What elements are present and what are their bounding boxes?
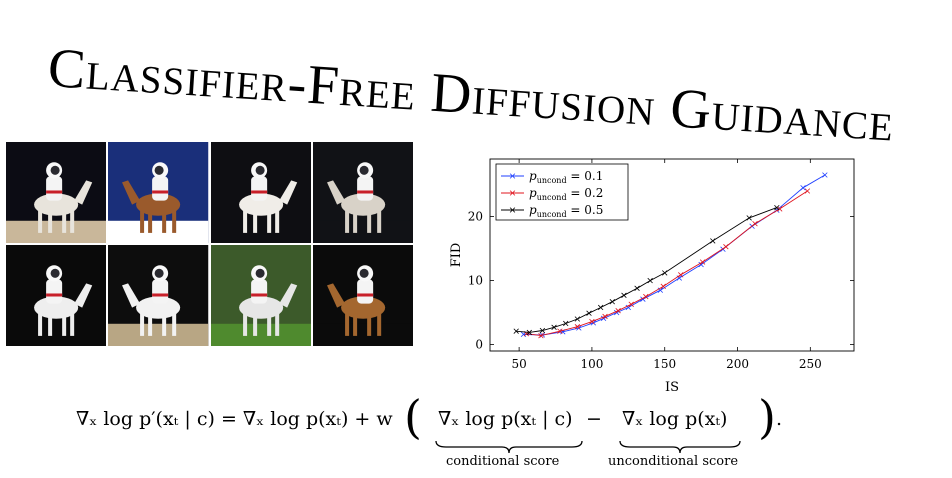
- y-tick-label: 0: [475, 338, 483, 352]
- equation-period: .: [776, 408, 783, 430]
- unconditional-score-label: unconditional score: [608, 454, 739, 469]
- data-point: [513, 328, 519, 334]
- data-point: [597, 304, 604, 311]
- data-point: [699, 259, 706, 265]
- x-tick-label: 200: [726, 357, 749, 371]
- legend-marker: [509, 173, 516, 179]
- data-point: [777, 206, 783, 212]
- equation-minus: −: [586, 408, 602, 430]
- astronaut-horse-7: [210, 245, 311, 346]
- legend-box: [495, 163, 629, 221]
- astronaut-horse-5: [6, 245, 107, 346]
- data-point: [678, 272, 684, 278]
- data-point: [628, 301, 634, 307]
- data-point: [602, 313, 608, 320]
- data-point: [660, 283, 666, 290]
- sample-image-grid: [6, 142, 413, 346]
- data-point: [615, 307, 621, 314]
- data-point: [746, 215, 752, 221]
- data-point: [574, 316, 581, 322]
- data-point: [752, 220, 758, 227]
- data-point: [586, 310, 592, 316]
- conditional-brace-icon: [435, 440, 583, 454]
- astronaut-horse-4: [312, 142, 413, 243]
- data-point: [634, 285, 640, 291]
- data-point: [723, 243, 729, 250]
- equation-unconditional-term: ∇ₓ log p(xₜ): [622, 408, 728, 430]
- guidance-equation: ∇ₓ log p′(xₜ | c) = ∇ₓ log p(xₜ) + w ( ∇…: [76, 394, 936, 470]
- right-paren: ): [758, 390, 776, 444]
- data-point: [526, 329, 532, 336]
- data-point: [710, 238, 716, 244]
- y-axis-label: FID: [449, 243, 464, 268]
- x-tick-label: 150: [653, 357, 676, 371]
- data-point: [804, 188, 811, 194]
- y-tick-label: 10: [468, 274, 483, 288]
- legend-label-1: puncond = 0.2: [529, 186, 603, 202]
- data-point: [662, 270, 668, 276]
- x-tick-label: 50: [511, 357, 526, 371]
- data-point: [538, 332, 544, 339]
- data-point: [647, 277, 653, 284]
- plot-frame: [489, 158, 855, 352]
- astronaut-horse-2: [108, 142, 209, 243]
- data-point: [621, 292, 627, 299]
- data-point: [589, 318, 595, 325]
- astronaut-horse-8: [312, 245, 413, 346]
- astronaut-horse-3: [210, 142, 311, 243]
- data-point: [643, 293, 649, 300]
- data-point: [698, 261, 704, 268]
- data-point: [800, 185, 806, 191]
- y-tick-label: 20: [468, 210, 483, 224]
- x-axis-label: IS: [665, 380, 679, 395]
- equation-lhs: ∇ₓ log p′(xₜ | c) = ∇ₓ log p(xₜ) + w: [76, 408, 393, 430]
- data-point: [609, 299, 615, 305]
- series-line-1: [526, 190, 808, 337]
- legend-marker: [509, 207, 516, 213]
- legend-label-2: puncond = 0.5: [529, 203, 603, 219]
- data-point: [551, 324, 557, 331]
- x-tick-label: 100: [580, 357, 603, 371]
- data-point: [822, 172, 828, 178]
- data-point: [539, 327, 546, 334]
- data-point: [557, 328, 563, 334]
- equation-conditional-term: ∇ₓ log p(xₜ | c): [438, 408, 573, 430]
- data-point: [574, 323, 581, 330]
- left-paren: (: [404, 390, 422, 444]
- data-point: [563, 320, 569, 327]
- astronaut-horse-6: [108, 245, 209, 346]
- series-line-2: [516, 207, 777, 333]
- astronaut-horse-1: [6, 142, 107, 243]
- legend-marker: [509, 190, 516, 196]
- conditional-score-label: conditional score: [446, 454, 560, 469]
- legend-label-0: puncond = 0.1: [529, 169, 603, 185]
- x-tick-label: 250: [799, 357, 822, 371]
- data-point: [774, 204, 780, 211]
- unconditional-brace-icon: [619, 440, 741, 454]
